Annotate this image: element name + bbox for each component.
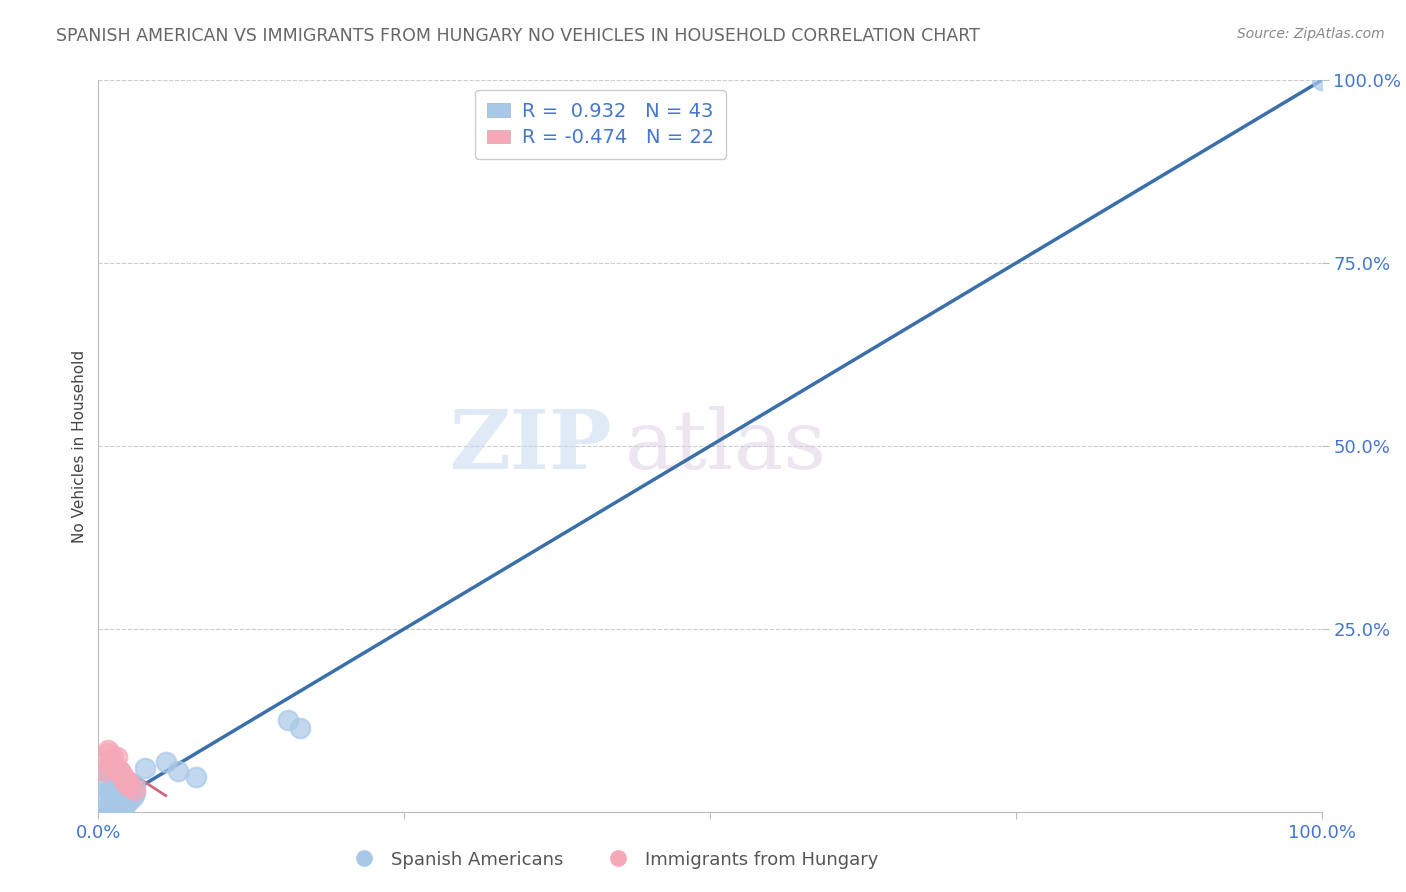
Point	[101, 749, 124, 764]
Point	[1310, 73, 1333, 87]
Point	[110, 796, 132, 810]
Point	[134, 761, 156, 775]
Point	[105, 749, 128, 764]
Point	[97, 742, 120, 756]
Point	[105, 772, 128, 786]
Point	[111, 768, 134, 782]
Point	[124, 782, 146, 797]
Point	[277, 714, 299, 728]
Point	[97, 775, 120, 789]
Point	[111, 790, 134, 805]
Point	[100, 757, 122, 772]
Point	[114, 787, 136, 801]
Text: ZIP: ZIP	[450, 406, 612, 486]
Point	[124, 779, 146, 793]
Point	[105, 764, 128, 779]
Point	[101, 779, 124, 793]
Point	[110, 764, 132, 779]
Point	[105, 794, 128, 808]
Point	[100, 787, 122, 801]
Point	[124, 787, 146, 801]
Point	[110, 782, 132, 797]
Point	[100, 754, 122, 768]
Y-axis label: No Vehicles in Household: No Vehicles in Household	[72, 350, 87, 542]
Point	[97, 787, 120, 801]
Point	[100, 790, 122, 805]
Point	[118, 775, 141, 789]
Point	[105, 796, 128, 810]
Point	[118, 791, 141, 805]
Point	[97, 761, 120, 775]
Point	[118, 784, 141, 798]
Text: atlas: atlas	[624, 406, 827, 486]
Point	[290, 721, 312, 735]
Point	[111, 782, 134, 797]
Point	[93, 801, 115, 815]
Point	[118, 794, 141, 808]
Point	[100, 754, 122, 768]
Point	[100, 797, 122, 812]
Point	[97, 757, 120, 772]
Point	[101, 761, 124, 775]
Point	[100, 768, 122, 782]
Point	[101, 768, 124, 782]
Point	[101, 789, 124, 803]
Text: Source: ZipAtlas.com: Source: ZipAtlas.com	[1237, 27, 1385, 41]
Point	[110, 772, 132, 786]
Point	[167, 764, 190, 779]
Point	[97, 746, 120, 760]
Point	[97, 798, 120, 813]
Point	[111, 772, 134, 786]
Point	[93, 764, 115, 779]
Point	[114, 775, 136, 789]
Point	[110, 791, 132, 805]
Point	[111, 775, 134, 789]
Point	[114, 798, 136, 813]
Point	[93, 764, 115, 779]
Point	[111, 779, 134, 793]
Point	[118, 775, 141, 789]
Point	[155, 755, 177, 769]
Point	[105, 761, 128, 775]
Point	[121, 790, 143, 805]
Point	[118, 779, 141, 793]
Point	[186, 770, 208, 784]
Point	[105, 790, 128, 805]
Point	[101, 794, 124, 808]
Point	[110, 764, 132, 779]
Legend: Spanish Americans, Immigrants from Hungary: Spanish Americans, Immigrants from Hunga…	[339, 844, 886, 876]
Point	[97, 782, 120, 797]
Point	[111, 772, 134, 786]
Point	[118, 779, 141, 793]
Text: SPANISH AMERICAN VS IMMIGRANTS FROM HUNGARY NO VEHICLES IN HOUSEHOLD CORRELATION: SPANISH AMERICAN VS IMMIGRANTS FROM HUNG…	[56, 27, 980, 45]
